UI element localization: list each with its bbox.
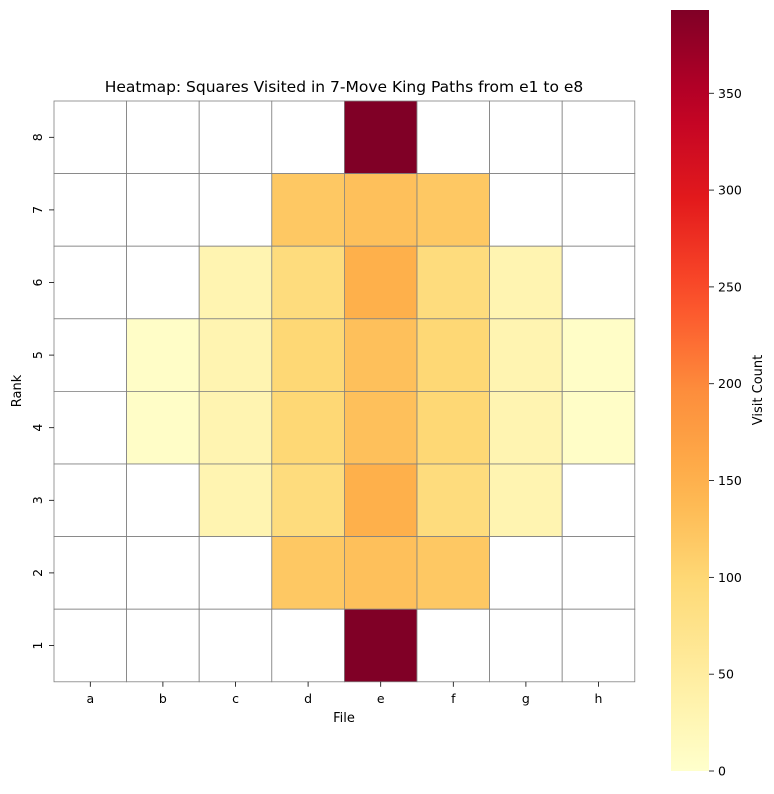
heatmap-cell-b8 (127, 101, 200, 174)
heatmap-cell-a7 (54, 174, 127, 247)
y-tick-label: 6 (30, 278, 45, 286)
heatmap-cell-c5 (199, 319, 272, 392)
heatmap-cell-g8 (490, 101, 563, 174)
y-tick-label: 4 (30, 424, 45, 432)
heatmap-cell-d7 (272, 174, 345, 247)
heatmap-cell-b6 (127, 246, 200, 319)
heatmap-cell-e4 (344, 391, 417, 464)
heatmap-cell-d2 (272, 537, 345, 610)
heatmap-cell-h8 (562, 101, 635, 174)
colorbar-tick-label: 200 (718, 376, 742, 391)
heatmap-cell-a3 (54, 464, 127, 537)
heatmap-cell-e2 (344, 537, 417, 610)
heatmap-cell-f7 (417, 174, 490, 247)
x-tick-label: e (377, 691, 385, 706)
x-tick-label: b (159, 691, 167, 706)
heatmap-cell-c4 (199, 391, 272, 464)
heatmap-cell-f5 (417, 319, 490, 392)
heatmap-cell-h5 (562, 319, 635, 392)
heatmap-cell-h2 (562, 537, 635, 610)
heatmap-cell-f1 (417, 609, 490, 682)
heatmap-cell-h7 (562, 174, 635, 247)
heatmap-cell-d1 (272, 609, 345, 682)
heatmap-cell-d6 (272, 246, 345, 319)
colorbar-label: Visit Count (751, 355, 766, 425)
heatmap-cell-c3 (199, 464, 272, 537)
x-tick-label: h (595, 691, 603, 706)
heatmap-cell-d5 (272, 319, 345, 392)
heatmap-cell-c1 (199, 609, 272, 682)
heatmap-cell-f4 (417, 391, 490, 464)
x-tick-label: d (304, 691, 312, 706)
heatmap-cell-b2 (127, 537, 200, 610)
heatmap-cell-e8 (344, 101, 417, 174)
heatmap-cell-g2 (490, 537, 563, 610)
x-axis-ticks: a b c d e f g h (86, 682, 602, 706)
heatmap-cell-b5 (127, 319, 200, 392)
x-tick-label: f (451, 691, 456, 706)
heatmap-cell-d8 (272, 101, 345, 174)
heatmap-cell-g1 (490, 609, 563, 682)
heatmap-cell-g6 (490, 246, 563, 319)
colorbar-gradient (671, 10, 709, 771)
colorbar-tick-label: 0 (718, 764, 726, 779)
heatmap-cell-f8 (417, 101, 490, 174)
chart-title: Heatmap: Squares Visited in 7-Move King … (105, 78, 584, 96)
colorbar-tick-label: 50 (718, 667, 734, 682)
colorbar-tick-label: 350 (718, 86, 742, 101)
heatmap-cell-f6 (417, 246, 490, 319)
colorbar-tick-label: 100 (718, 570, 742, 585)
colorbar: 0 50 100 150 200 250 300 350 (671, 10, 742, 779)
heatmap-cell-a5 (54, 319, 127, 392)
heatmap-cell-h1 (562, 609, 635, 682)
colorbar-tick-label: 250 (718, 279, 742, 294)
heatmap-cell-c2 (199, 537, 272, 610)
heatmap-cell-b3 (127, 464, 200, 537)
heatmap-cell-g3 (490, 464, 563, 537)
x-tick-label: g (522, 691, 530, 706)
y-tick-label: 8 (30, 133, 45, 141)
y-axis-ticks: 8 7 6 5 4 3 2 1 (30, 133, 54, 649)
heatmap-cell-g4 (490, 391, 563, 464)
heatmap-cell-a2 (54, 537, 127, 610)
heatmap-cell-c7 (199, 174, 272, 247)
y-tick-label: 3 (30, 496, 45, 504)
heatmap-cell-e1 (344, 609, 417, 682)
heatmap-cell-h3 (562, 464, 635, 537)
y-tick-label: 5 (30, 351, 45, 359)
heatmap-cell-a8 (54, 101, 127, 174)
heatmap-cell-f3 (417, 464, 490, 537)
y-tick-label: 2 (30, 569, 45, 577)
x-axis-label: File (333, 711, 355, 726)
heatmap-cell-g7 (490, 174, 563, 247)
x-tick-label: a (86, 691, 94, 706)
heatmap-cell-e6 (344, 246, 417, 319)
colorbar-tick-label: 150 (718, 473, 742, 488)
heatmap-cell-e3 (344, 464, 417, 537)
heatmap-cell-c8 (199, 101, 272, 174)
y-axis-label: Rank (10, 374, 25, 407)
heatmap-cell-b4 (127, 391, 200, 464)
heatmap-cell-a6 (54, 246, 127, 319)
heatmap-cell-a4 (54, 391, 127, 464)
colorbar-tick-label: 300 (718, 183, 742, 198)
y-tick-label: 7 (30, 206, 45, 214)
heatmap-cell-b1 (127, 609, 200, 682)
heatmap-cell-c6 (199, 246, 272, 319)
heatmap-cell-f2 (417, 537, 490, 610)
heatmap-cell-h4 (562, 391, 635, 464)
heatmap-cell-h6 (562, 246, 635, 319)
heatmap-cells (54, 101, 635, 682)
heatmap-cell-e7 (344, 174, 417, 247)
heatmap-cell-g5 (490, 319, 563, 392)
heatmap-cell-b7 (127, 174, 200, 247)
heatmap-cell-e5 (344, 319, 417, 392)
heatmap-cell-d4 (272, 391, 345, 464)
heatmap-cell-d3 (272, 464, 345, 537)
x-tick-label: c (232, 691, 239, 706)
y-tick-label: 1 (30, 642, 45, 650)
heatmap-cell-a1 (54, 609, 127, 682)
